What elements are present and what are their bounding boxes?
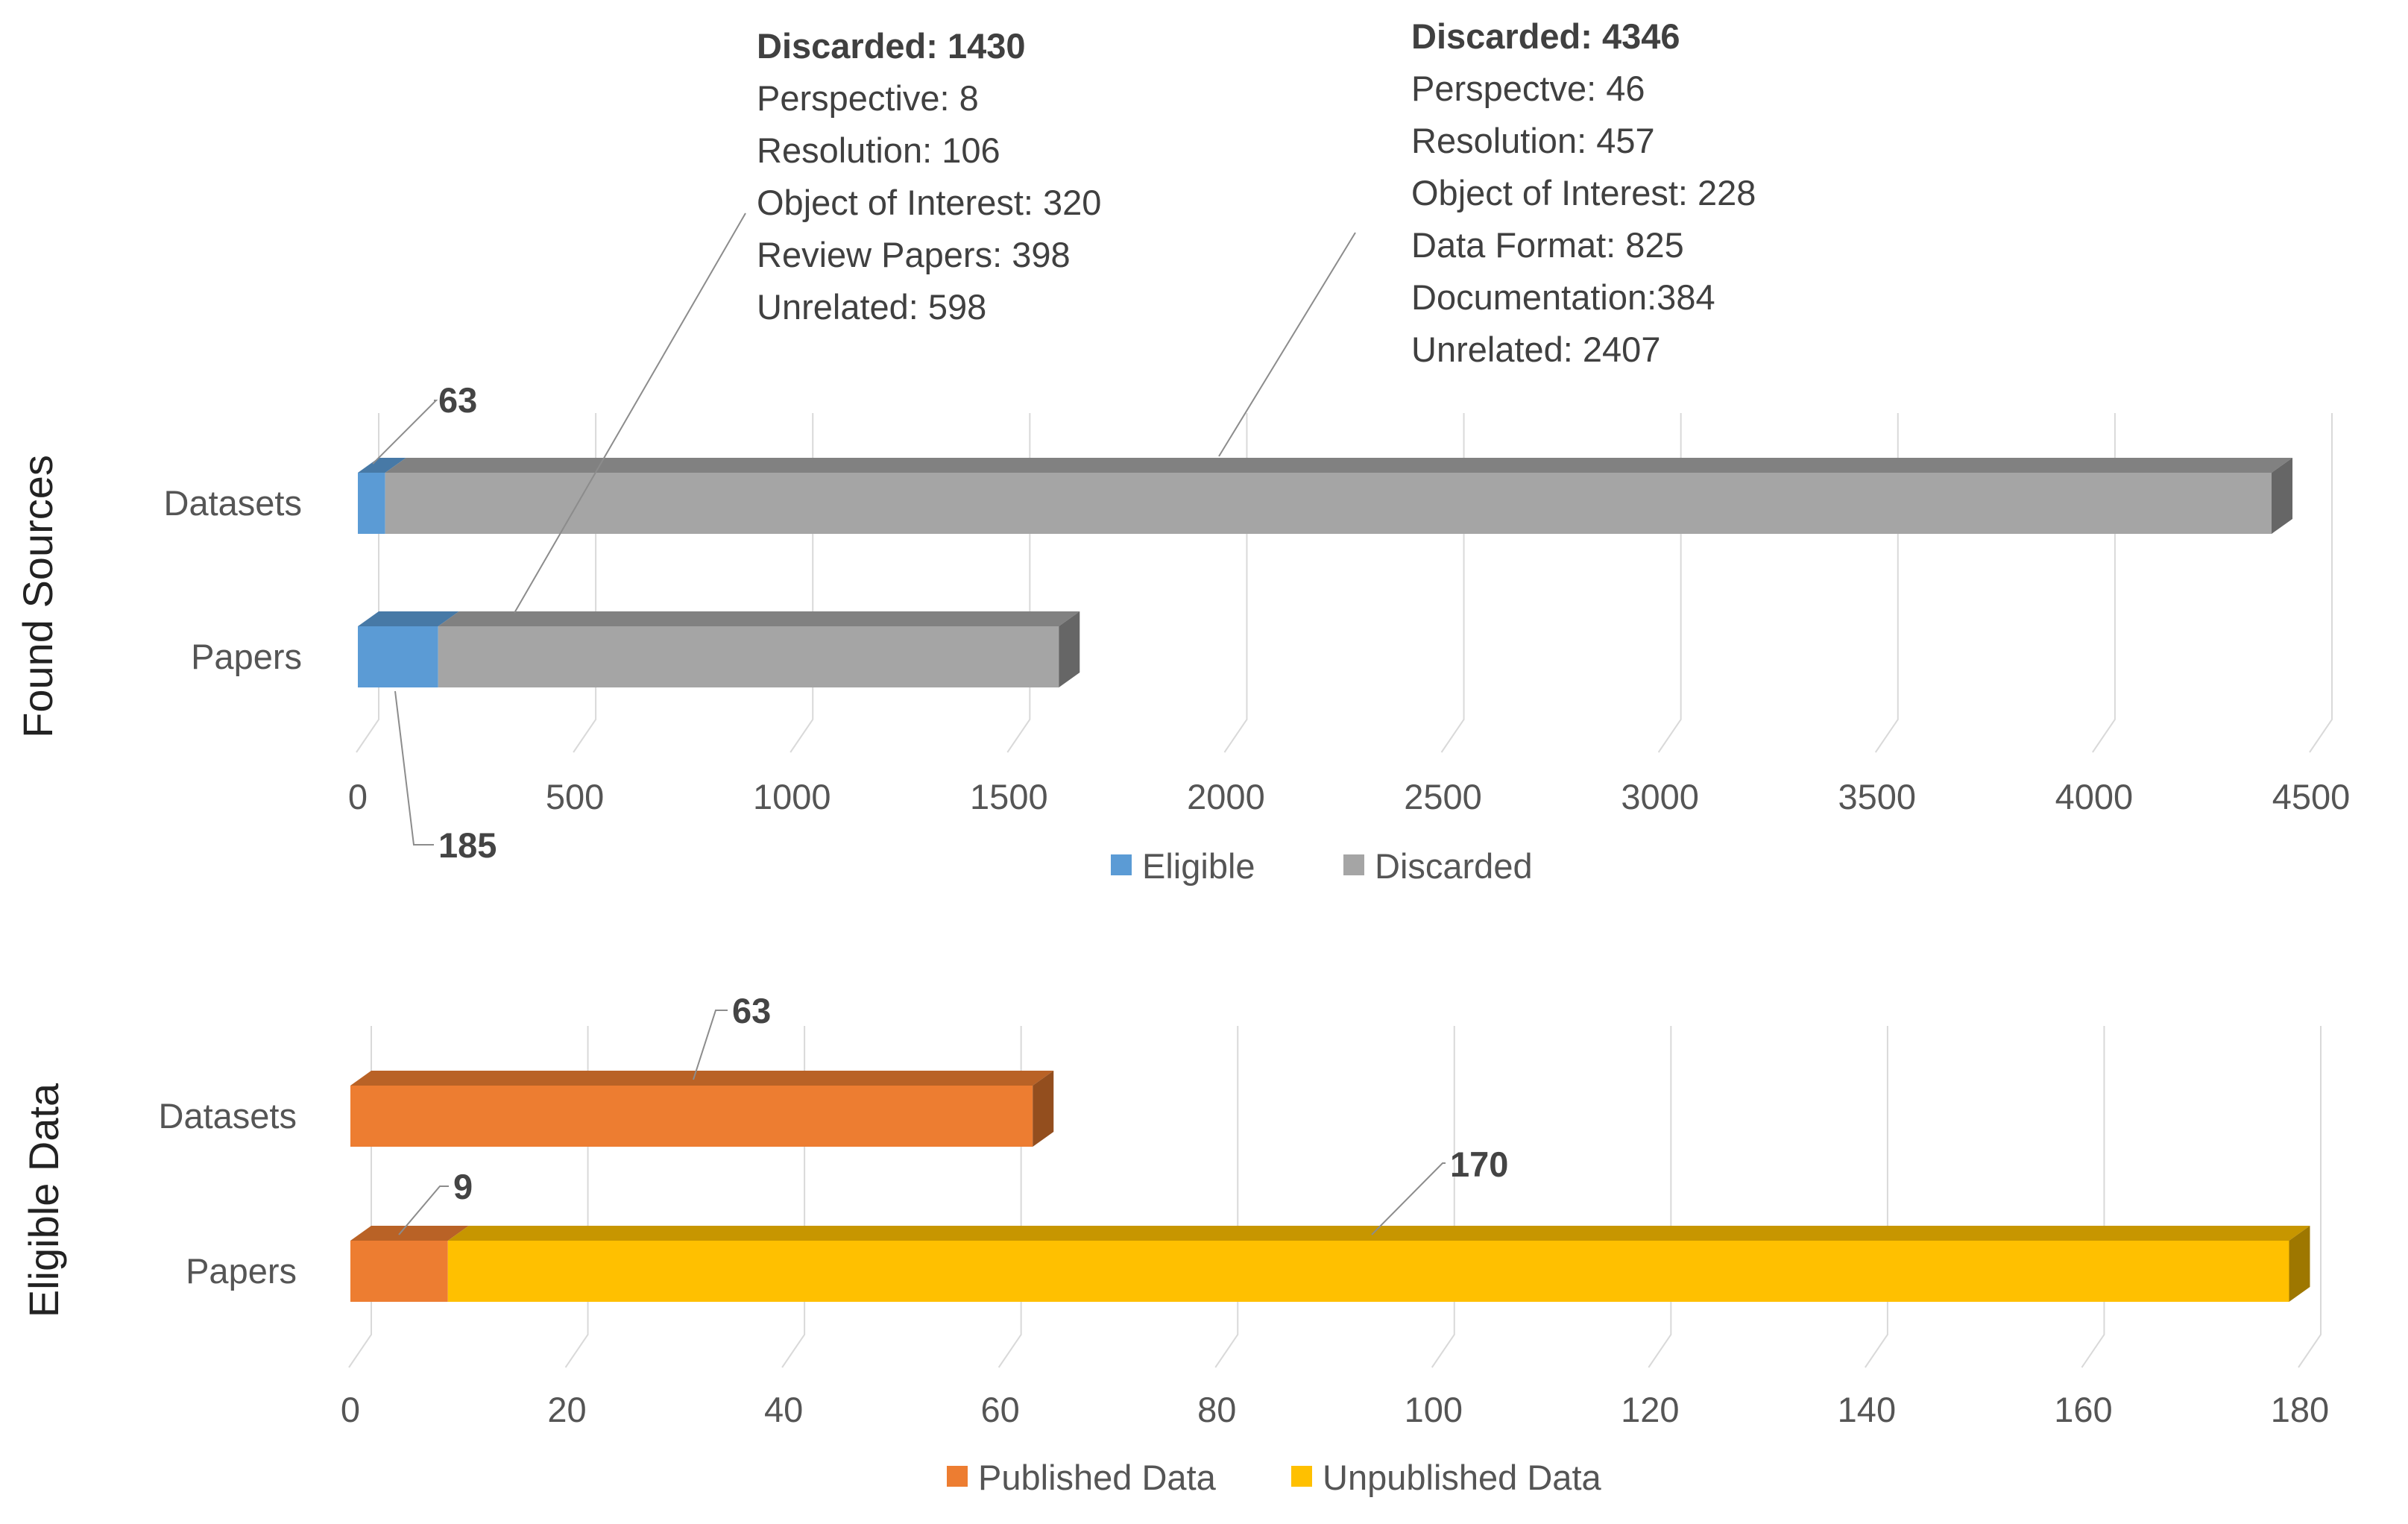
gridline	[1865, 1026, 1888, 1368]
bar-datasets-discarded	[385, 473, 2272, 534]
x-tick-label: 500	[546, 777, 604, 816]
value-label-leader	[372, 400, 438, 465]
annotation-line: Review Papers: 398	[757, 235, 1071, 274]
bar-papers-end-face	[1059, 611, 1080, 687]
value-label-papers-published-data: 9	[453, 1167, 473, 1206]
legend-swatch-discarded	[1343, 854, 1364, 875]
gridline	[1648, 1026, 1672, 1368]
x-tick-label: 160	[2054, 1390, 2112, 1429]
value-label-leader	[394, 690, 434, 846]
bar-datasets-published-data-top	[350, 1071, 1054, 1086]
bar-papers-unpublished-data-top	[447, 1226, 2310, 1241]
legend-swatch-eligible	[1111, 854, 1132, 875]
bar-papers-discarded	[438, 626, 1059, 687]
group-label-eligible-data: Eligible Data	[20, 1083, 67, 1317]
bar-papers-end-face	[2289, 1226, 2310, 1302]
annotation-line: Object of Interest: 228	[1411, 173, 1756, 212]
gridline	[1214, 1026, 1239, 1368]
x-tick-label: 2000	[1187, 777, 1265, 816]
annotation-line: Resolution: 106	[757, 130, 1000, 170]
value-label-leader	[693, 1010, 728, 1080]
x-tick-label: 2500	[1404, 777, 1482, 816]
gridline	[2298, 1026, 2322, 1368]
bar-datasets-eligible	[358, 473, 385, 534]
category-label-datasets: Datasets	[164, 483, 302, 523]
x-tick-label: 100	[1405, 1390, 1463, 1429]
annotation-line: Data Format: 825	[1411, 225, 1684, 265]
bar-papers-eligible-top	[358, 611, 459, 626]
bar-datasets-eligible-top	[358, 458, 406, 473]
annotation-line: Unrelated: 598	[757, 287, 986, 327]
x-tick-label: 60	[981, 1390, 1020, 1429]
chart-1: 0 20 40 60 80 100 120 140 160 180 Eligible Data Dat…	[20, 991, 2329, 1497]
gridline	[2309, 413, 2333, 753]
x-tick-label: 1500	[970, 777, 1048, 816]
x-tick-label: 0	[348, 777, 368, 816]
x-tick-label: 40	[764, 1390, 803, 1429]
x-tick-label: 140	[1838, 1390, 1896, 1429]
x-tick-label: 80	[1197, 1390, 1236, 1429]
legend-label-unpublished-data: Unpublished Data	[1323, 1458, 1601, 1497]
bar-papers-unpublished-data	[447, 1241, 2289, 1302]
x-tick-label: 4000	[2055, 777, 2134, 816]
bar-datasets-end-face	[2272, 458, 2293, 534]
annotation-line: Perspectve: 46	[1411, 69, 1645, 108]
category-label-papers: Papers	[186, 1251, 297, 1291]
value-label-papers-unpublished-data: 170	[1450, 1144, 1508, 1184]
annotation-leader	[514, 212, 746, 614]
gridline	[1431, 1026, 1455, 1368]
chart-0: 0 500 1000 1500 2000 2500 3000 3500 4000 4500 Foun…	[14, 16, 2350, 886]
bar-datasets-published-data	[350, 1086, 1033, 1147]
annotation-line: Object of Interest: 320	[757, 183, 1101, 222]
annotation-line: Discarded: 4346	[1411, 16, 1680, 56]
bar-papers-eligible	[358, 626, 438, 687]
value-label-leader	[398, 1185, 449, 1235]
annotation-leader	[1218, 232, 1356, 457]
bar-datasets-discarded-top	[385, 458, 2293, 473]
annotation-line: Unrelated: 2407	[1411, 330, 1660, 369]
x-tick-label: 1000	[753, 777, 831, 816]
bar-papers-discarded-top	[438, 611, 1080, 626]
x-tick-label: 120	[1621, 1390, 1679, 1429]
x-tick-label: 0	[341, 1390, 360, 1429]
legend-label-discarded: Discarded	[1375, 846, 1533, 886]
annotation-line: Resolution: 457	[1411, 121, 1655, 160]
bar-papers-published-data	[350, 1241, 448, 1302]
annotation-line: Discarded: 1430	[757, 26, 1026, 66]
value-label-datasets-eligible: 63	[438, 380, 477, 420]
category-label-datasets: Datasets	[159, 1096, 297, 1136]
legend-label-published-data: Published Data	[978, 1458, 1217, 1497]
value-label-papers-eligible: 185	[438, 825, 497, 865]
x-tick-label: 180	[2271, 1390, 2329, 1429]
legend-swatch-unpublished-data	[1291, 1466, 1312, 1487]
bar-papers-published-data-top	[350, 1226, 469, 1241]
bar-datasets-end-face	[1033, 1071, 1054, 1147]
legend-label-eligible: Eligible	[1142, 846, 1255, 886]
group-label-found-sources: Found Sources	[14, 455, 61, 738]
annotation-line: Perspective: 8	[757, 78, 979, 118]
x-tick-label: 4500	[2272, 777, 2351, 816]
value-label-leader	[1371, 1162, 1446, 1235]
value-label-datasets-published-data: 63	[732, 991, 771, 1030]
x-tick-label: 3500	[1838, 777, 1916, 816]
category-label-papers: Papers	[191, 637, 302, 676]
gridline	[2081, 1026, 2105, 1368]
x-tick-label: 3000	[1621, 777, 1699, 816]
legend-swatch-published-data	[947, 1466, 968, 1487]
x-tick-label: 20	[547, 1390, 586, 1429]
annotation-line: Documentation:384	[1411, 277, 1715, 317]
